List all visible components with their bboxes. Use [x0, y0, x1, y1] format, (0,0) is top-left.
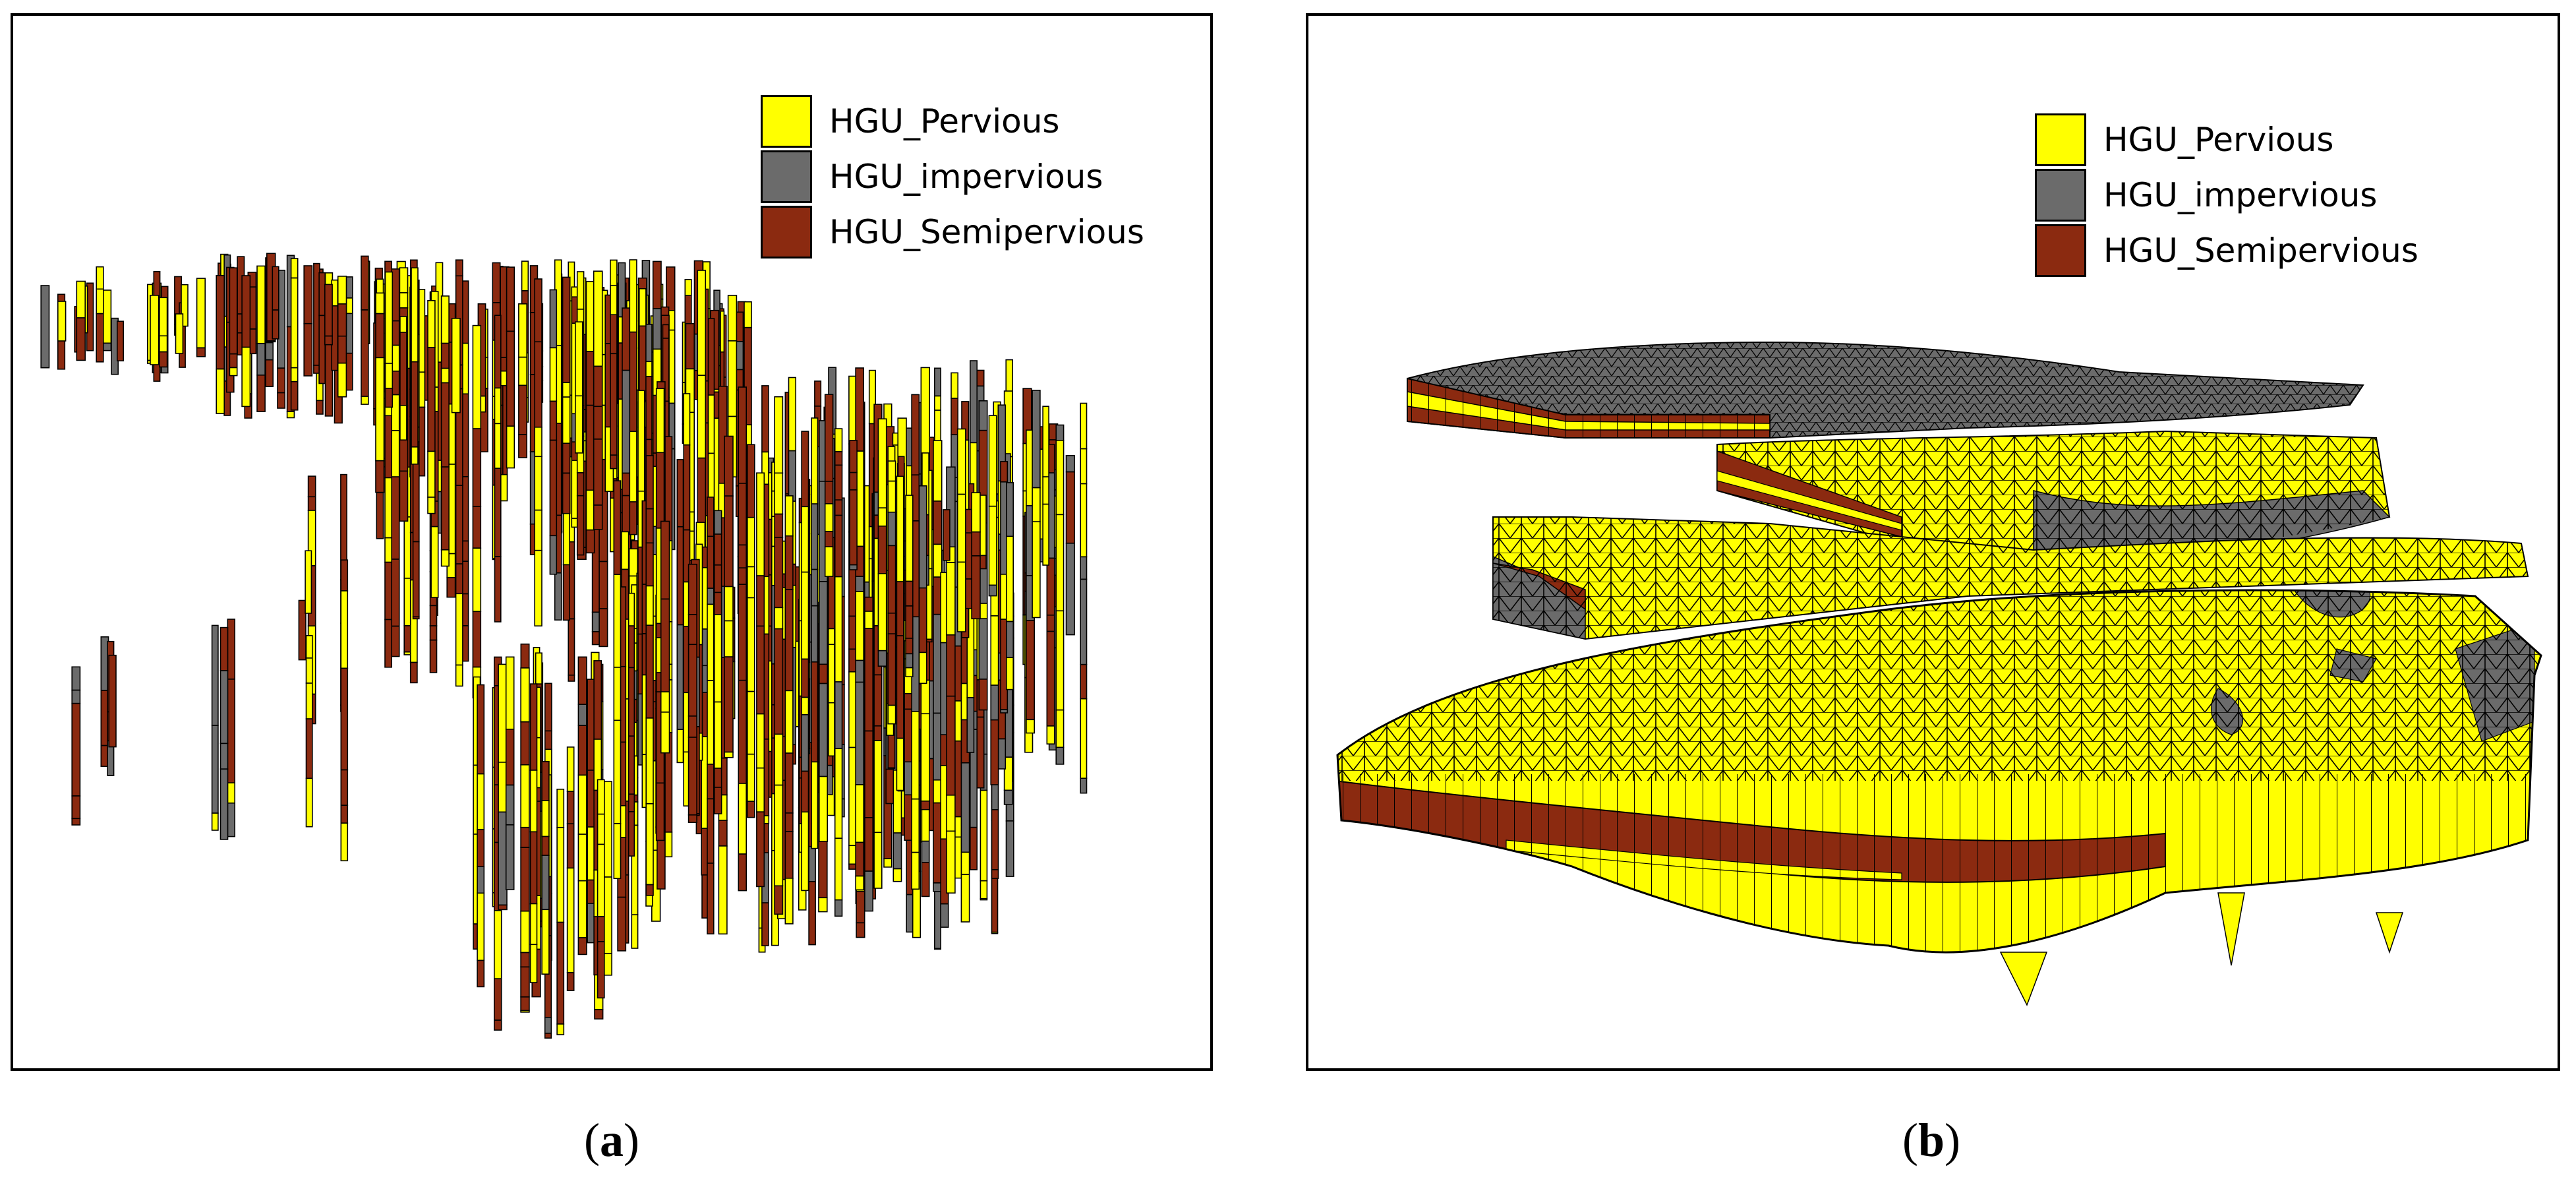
legend-label: HGU_Pervious: [2103, 121, 2334, 159]
legend-b: HGU_Pervious HGU_impervious HGU_Semiperv…: [2035, 112, 2418, 278]
swatch-pervious: [761, 95, 812, 148]
panel-caption-a: (a): [584, 1114, 639, 1167]
swatch-impervious: [761, 150, 812, 203]
panel-caption-b: (b): [1902, 1114, 1961, 1167]
legend-a: HGU_Pervious HGU_impervious HGU_Semiperv…: [761, 94, 1144, 260]
legend-label: HGU_impervious: [2103, 176, 2378, 214]
borehole-columns-graphic: [40, 253, 1088, 1039]
hgu-3d-mesh-graphic: [1336, 341, 2542, 1006]
swatch-pervious: [2035, 113, 2086, 166]
legend-item-impervious: HGU_impervious: [2035, 167, 2418, 223]
legend-label: HGU_Pervious: [829, 102, 1060, 140]
legend-item-pervious: HGU_Pervious: [2035, 112, 2418, 167]
borehole-group: [40, 253, 1088, 1039]
model-surfaces: [1336, 341, 2542, 1006]
legend-item-pervious: HGU_Pervious: [761, 94, 1144, 149]
legend-item-impervious: HGU_impervious: [761, 149, 1144, 204]
panel-b-3d-model-view: HGU_Pervious HGU_impervious HGU_Semiperv…: [1306, 13, 2560, 1071]
main-body: [1337, 590, 2541, 953]
legend-label: HGU_Semipervious: [829, 213, 1144, 251]
swatch-impervious: [2035, 169, 2086, 222]
legend-item-semipervious: HGU_Semipervious: [761, 204, 1144, 260]
panel-a-borehole-view: HGU_Pervious HGU_impervious HGU_Semiperv…: [11, 13, 1213, 1071]
legend-label: HGU_Semipervious: [2103, 231, 2418, 270]
legend-label: HGU_impervious: [829, 158, 1103, 196]
legend-item-semipervious: HGU_Semipervious: [2035, 223, 2418, 278]
swatch-semipervious: [761, 206, 812, 258]
swatch-semipervious: [2035, 224, 2086, 277]
